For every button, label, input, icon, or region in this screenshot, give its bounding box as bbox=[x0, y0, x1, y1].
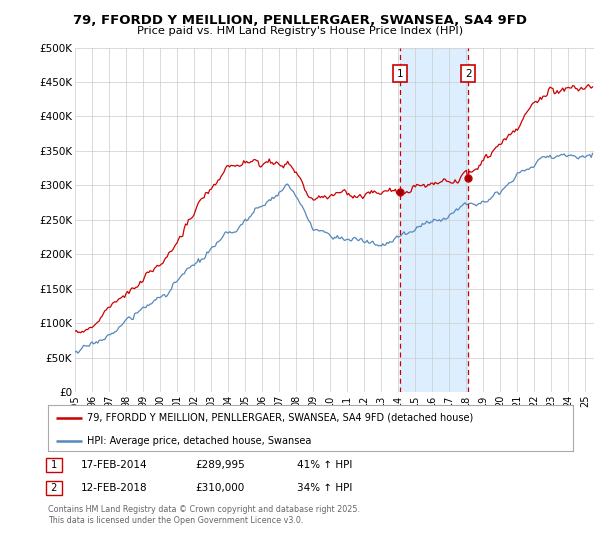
Text: 2: 2 bbox=[48, 483, 61, 493]
Bar bbox=[400, 48, 469, 392]
Text: 79, FFORDD Y MEILLION, PENLLERGAER, SWANSEA, SA4 9FD (detached house): 79, FFORDD Y MEILLION, PENLLERGAER, SWAN… bbox=[88, 413, 473, 423]
Text: 2: 2 bbox=[465, 69, 472, 79]
Text: 79, FFORDD Y MEILLION, PENLLERGAER, SWANSEA, SA4 9FD: 79, FFORDD Y MEILLION, PENLLERGAER, SWAN… bbox=[73, 14, 527, 27]
Text: 41% ↑ HPI: 41% ↑ HPI bbox=[297, 460, 352, 470]
Text: 1: 1 bbox=[48, 460, 61, 470]
Text: £310,000: £310,000 bbox=[195, 483, 244, 493]
Text: 17-FEB-2014: 17-FEB-2014 bbox=[81, 460, 148, 470]
Text: HPI: Average price, detached house, Swansea: HPI: Average price, detached house, Swan… bbox=[88, 436, 312, 446]
Text: £289,995: £289,995 bbox=[195, 460, 245, 470]
Text: 1: 1 bbox=[397, 69, 404, 79]
Text: 12-FEB-2018: 12-FEB-2018 bbox=[81, 483, 148, 493]
Text: 34% ↑ HPI: 34% ↑ HPI bbox=[297, 483, 352, 493]
Text: Price paid vs. HM Land Registry's House Price Index (HPI): Price paid vs. HM Land Registry's House … bbox=[137, 26, 463, 36]
Text: Contains HM Land Registry data © Crown copyright and database right 2025.
This d: Contains HM Land Registry data © Crown c… bbox=[48, 505, 360, 525]
